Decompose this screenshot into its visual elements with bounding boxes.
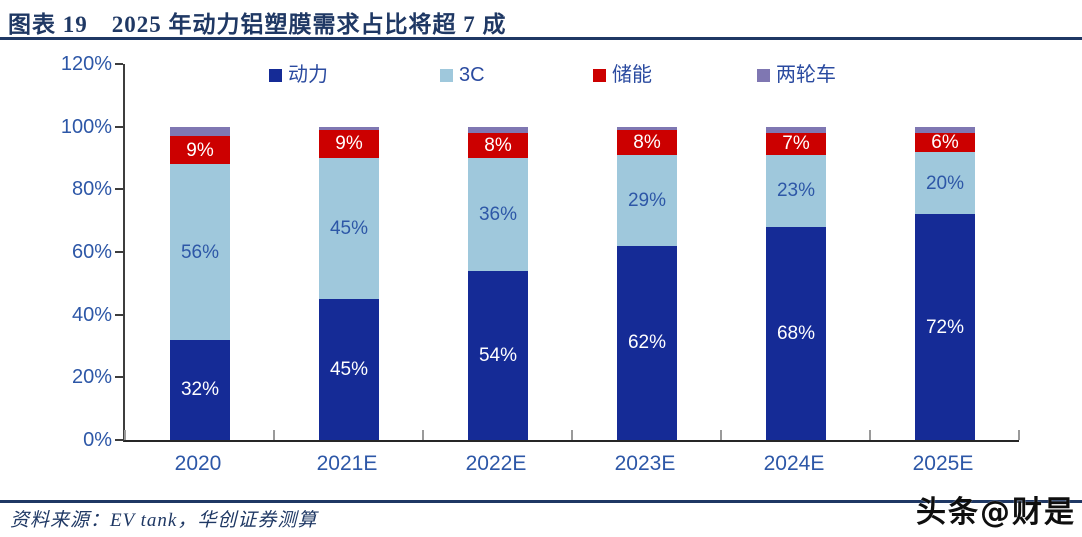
bar-segment-动力: 62% xyxy=(617,245,677,440)
data-label: 9% xyxy=(335,133,363,155)
y-axis-tick xyxy=(115,125,123,128)
bar-2020: 32% 56% 9% xyxy=(170,126,230,440)
x-axis-tick xyxy=(422,430,424,440)
source-text: 资料来源：EV tank，华创证券测算 xyxy=(10,510,318,531)
bar-segment-储能: 6% xyxy=(915,132,975,152)
x-axis-label-2021E: 2021E xyxy=(316,452,378,475)
data-label: 6% xyxy=(931,132,959,152)
x-axis-label-2024E: 2024E xyxy=(763,452,825,475)
x-axis-label-2022E: 2022E xyxy=(465,452,527,475)
y-axis-tick xyxy=(115,313,123,316)
bar-segment-动力: 45% xyxy=(319,299,379,440)
x-axis-tick xyxy=(571,430,573,440)
bar-segment-3C: 56% xyxy=(170,164,230,340)
bar-2022E: 54% 36% 8% xyxy=(468,126,528,440)
x-axis-tick xyxy=(720,430,722,440)
bar-segment-两轮车 xyxy=(915,126,975,133)
legend-swatch-icon xyxy=(593,68,606,82)
data-label: 68% xyxy=(776,322,816,344)
legend-item-4: 两轮车 xyxy=(757,64,836,86)
data-label: 32% xyxy=(180,379,220,401)
legend-item-1: 动力 xyxy=(269,64,328,86)
data-label: 9% xyxy=(186,139,214,161)
y-axis-tick xyxy=(115,376,123,379)
bar-segment-3C: 20% xyxy=(915,151,975,215)
legend-label: 动力 xyxy=(288,64,328,86)
legend-item-3: 储能 xyxy=(593,64,652,86)
data-label: 20% xyxy=(925,172,965,194)
bar-segment-3C: 45% xyxy=(319,158,379,300)
data-label: 8% xyxy=(633,131,661,153)
bar-segment-两轮车 xyxy=(170,126,230,137)
x-axis-label-2025E: 2025E xyxy=(912,452,974,475)
y-axis-tick xyxy=(115,439,123,441)
bar-segment-储能: 7% xyxy=(766,132,826,155)
data-label: 23% xyxy=(776,180,816,202)
data-label: 62% xyxy=(627,332,667,354)
y-axis-label: 60% xyxy=(71,241,112,263)
x-axis-label-2023E: 2023E xyxy=(614,452,676,475)
data-label: 29% xyxy=(627,189,667,211)
data-label: 56% xyxy=(180,241,220,263)
data-label: 36% xyxy=(478,203,518,225)
bar-segment-两轮车 xyxy=(617,126,677,130)
legend-swatch-icon xyxy=(269,68,282,82)
bar-segment-动力: 32% xyxy=(170,339,230,440)
legend-swatch-icon xyxy=(757,68,770,82)
bottom-divider xyxy=(0,500,1082,503)
data-label: 45% xyxy=(329,218,369,240)
bar-segment-动力: 68% xyxy=(766,226,826,440)
bar-segment-储能: 9% xyxy=(319,129,379,159)
bar-segment-两轮车 xyxy=(766,126,826,133)
legend-label: 储能 xyxy=(612,64,652,86)
bar-2023E: 62% 29% 8% xyxy=(617,126,677,440)
data-label: 7% xyxy=(782,133,810,155)
bar-2021E: 45% 45% 9% xyxy=(319,126,379,440)
legend-label: 3C xyxy=(459,64,485,86)
y-axis-label: 20% xyxy=(71,366,112,389)
bar-segment-储能: 8% xyxy=(617,129,677,155)
data-label: 72% xyxy=(925,316,965,338)
y-axis-label: 120% xyxy=(60,53,112,75)
x-axis-tick xyxy=(869,430,871,440)
y-axis-label: 100% xyxy=(60,115,112,138)
bar-segment-两轮车 xyxy=(319,126,379,130)
bar-segment-储能: 8% xyxy=(468,132,528,159)
bar-2024E: 68% 23% 7% xyxy=(766,126,826,440)
bar-segment-动力: 72% xyxy=(915,214,975,440)
plot-area: 动力 3C 储能 两轮车 32% 56% 9% 45% 45% 9% 54% 36% 8% 62% 29% 8… xyxy=(115,63,1020,442)
data-label: 54% xyxy=(478,344,518,366)
bar-segment-3C: 23% xyxy=(766,154,826,227)
x-axis-label-2020: 2020 xyxy=(174,452,222,475)
bar-segment-3C: 36% xyxy=(468,158,528,271)
bar-segment-动力: 54% xyxy=(468,270,528,440)
y-axis-tick xyxy=(115,188,123,191)
legend-swatch-icon xyxy=(440,68,453,82)
x-axis-tick xyxy=(273,430,275,440)
bar-segment-3C: 29% xyxy=(617,154,677,246)
y-axis-label: 80% xyxy=(71,178,112,201)
y-axis-label: 40% xyxy=(71,303,112,326)
legend-item-2: 3C xyxy=(440,64,485,86)
chart-area: 动力 3C 储能 两轮车 32% 56% 9% 45% 45% 9% 54% 36% 8% 62% 29% 8… xyxy=(0,41,1082,500)
data-label: 45% xyxy=(329,359,369,380)
bar-segment-两轮车 xyxy=(468,126,528,133)
bar-2025E: 72% 20% 6% xyxy=(915,126,975,440)
watermark-text: 头条@财是 xyxy=(916,495,1076,530)
y-axis-tick xyxy=(115,251,123,253)
bar-segment-储能: 9% xyxy=(170,136,230,165)
data-label: 8% xyxy=(484,134,512,156)
x-axis-tick xyxy=(1018,430,1020,440)
chart-title: 图表 19 2025 年动力铝塑膜需求占比将超 7 成 xyxy=(8,12,507,37)
y-axis-label: 0% xyxy=(83,429,112,451)
x-axis-tick xyxy=(124,430,126,440)
y-axis-tick xyxy=(115,63,123,65)
title-divider xyxy=(0,37,1082,40)
legend-label: 两轮车 xyxy=(776,64,836,86)
